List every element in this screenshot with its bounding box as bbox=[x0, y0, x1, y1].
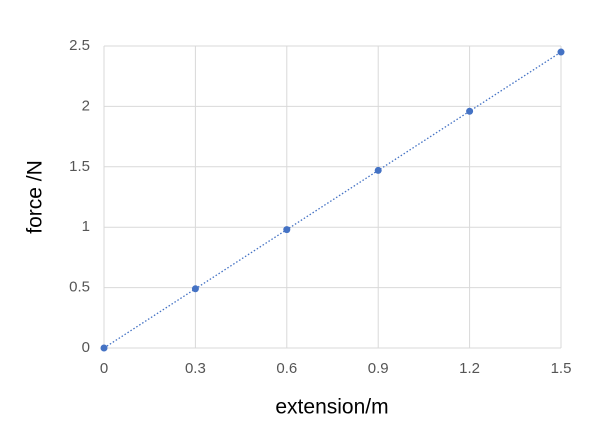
x-tick-label: 1.5 bbox=[551, 360, 572, 377]
data-point bbox=[100, 344, 108, 352]
x-tick-label: 0.6 bbox=[276, 360, 297, 377]
data-point bbox=[466, 107, 474, 115]
x-axis-title: extension/m bbox=[275, 396, 388, 419]
y-tick-label: 1 bbox=[82, 218, 90, 235]
y-axis-title: force /N bbox=[24, 160, 47, 234]
y-tick-label: 2.5 bbox=[69, 37, 90, 54]
data-point bbox=[191, 285, 199, 293]
data-point bbox=[283, 226, 291, 234]
y-tick-label: 1.5 bbox=[69, 158, 90, 175]
data-point bbox=[374, 166, 382, 174]
trend-line bbox=[103, 51, 562, 349]
y-tick-label: 0 bbox=[82, 339, 90, 356]
y-tick-label: 2 bbox=[82, 97, 90, 114]
data-point bbox=[557, 48, 565, 56]
x-tick-label: 0 bbox=[100, 360, 108, 377]
x-tick-label: 0.3 bbox=[185, 360, 206, 377]
x-tick-label: 0.9 bbox=[368, 360, 389, 377]
y-tick-label: 0.5 bbox=[69, 279, 90, 296]
x-tick-label: 1.2 bbox=[459, 360, 480, 377]
